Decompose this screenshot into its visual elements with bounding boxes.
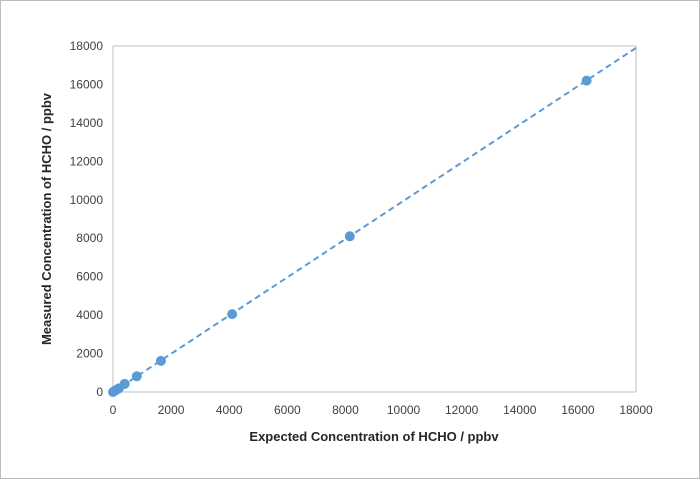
data-point xyxy=(227,309,238,320)
x-tick-label: 16000 xyxy=(561,403,595,417)
x-tick-label: 12000 xyxy=(445,403,479,417)
trendline xyxy=(112,47,637,393)
data-points xyxy=(108,75,592,397)
x-tick-label: 14000 xyxy=(503,403,537,417)
x-tick-label: 8000 xyxy=(332,403,359,417)
y-tick-label: 0 xyxy=(96,385,103,399)
data-point xyxy=(344,231,355,242)
y-tick-label: 4000 xyxy=(76,308,103,322)
data-point xyxy=(155,355,166,366)
y-tick-label: 18000 xyxy=(70,39,104,53)
x-axis-title: Expected Concentration of HCHO / ppbv xyxy=(249,429,499,444)
axes xyxy=(112,45,637,393)
y-tick-label: 8000 xyxy=(76,231,103,245)
data-point xyxy=(131,371,142,382)
y-tick-label: 6000 xyxy=(76,270,103,284)
x-tick-label: 0 xyxy=(110,403,117,417)
y-tick-label: 14000 xyxy=(70,116,104,130)
x-tick-label: 2000 xyxy=(158,403,185,417)
y-tick-label: 12000 xyxy=(70,154,104,168)
y-tick-label: 10000 xyxy=(70,193,104,207)
trendline-group xyxy=(112,47,637,393)
data-point xyxy=(119,378,130,389)
x-tick-label: 10000 xyxy=(387,403,421,417)
y-tick-label: 16000 xyxy=(70,77,104,91)
x-tick-label: 18000 xyxy=(619,403,653,417)
y-tick-label: 2000 xyxy=(76,347,103,361)
x-tick-label: 6000 xyxy=(274,403,301,417)
y-tick-labels: 0 2000 4000 6000 8000 10000 12000 14000 16000 180… xyxy=(70,39,104,399)
x-tick-label: 4000 xyxy=(216,403,243,417)
y-axis-title: Measured Concentration of HCHO / ppbv xyxy=(39,92,54,345)
data-point xyxy=(581,75,592,86)
x-tick-labels: 0 2000 4000 6000 8000 10000 12000 14000 16000 180… xyxy=(110,403,653,417)
